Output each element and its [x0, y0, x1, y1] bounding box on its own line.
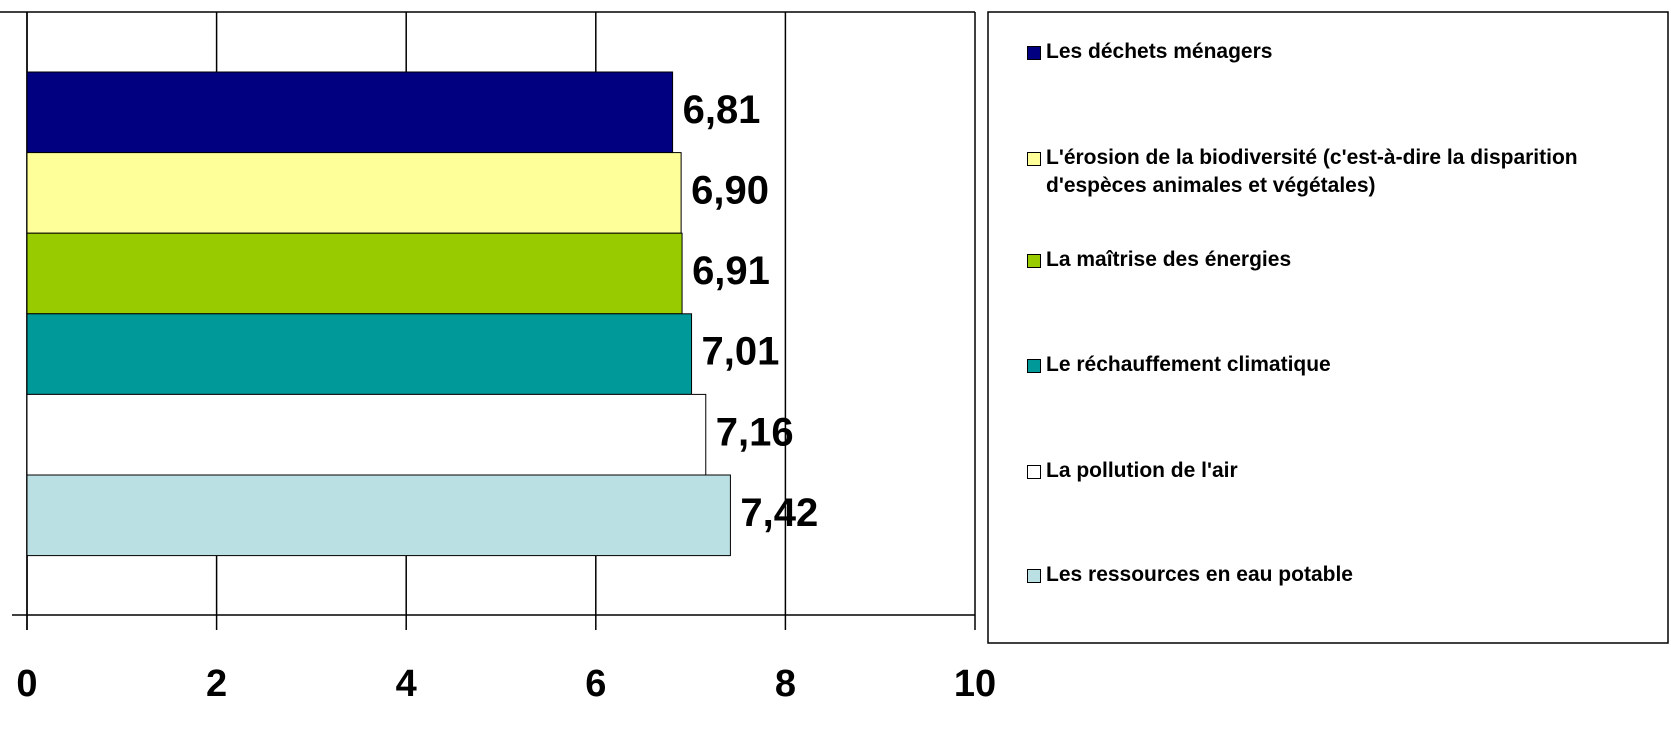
legend-swatch: [1027, 254, 1041, 268]
x-tick-label: 10: [954, 663, 996, 705]
legend-label: Les ressources en eau potable: [1046, 563, 1353, 586]
bar: [26, 71, 674, 154]
value-label: 6,90: [691, 168, 769, 212]
legend-label: L'érosion de la biodiversité (c'est-à-di…: [1046, 146, 1578, 197]
bar: [26, 152, 682, 234]
legend-label: La maîtrise des énergies: [1046, 248, 1292, 271]
value-label: 7,42: [740, 491, 818, 535]
bar: [26, 232, 683, 315]
x-tick-label: 2: [206, 663, 227, 705]
value-label: 7,16: [716, 410, 794, 454]
legend-swatch: [1027, 359, 1041, 373]
value-label: 7,01: [702, 330, 780, 374]
x-tick-label: 6: [585, 663, 606, 705]
legend-box: [987, 11, 1669, 644]
bar: [26, 474, 731, 557]
x-tick-label: 8: [775, 663, 796, 705]
legend-swatch: [1027, 152, 1041, 166]
legend-label: La pollution de l'air: [1046, 459, 1238, 482]
legend-label: Les déchets ménagers: [1046, 40, 1273, 63]
value-label: 6,91: [692, 249, 770, 293]
x-tick-label: 4: [396, 663, 417, 705]
bar: [26, 393, 707, 476]
legend-label: Le réchauffement climatique: [1046, 353, 1331, 376]
legend-swatch: [1027, 465, 1041, 479]
legend-swatch: [1027, 46, 1041, 60]
value-label: 6,81: [683, 88, 761, 132]
legend-swatch: [1027, 569, 1041, 583]
bar: [26, 313, 693, 395]
x-tick-label: 0: [16, 663, 37, 705]
